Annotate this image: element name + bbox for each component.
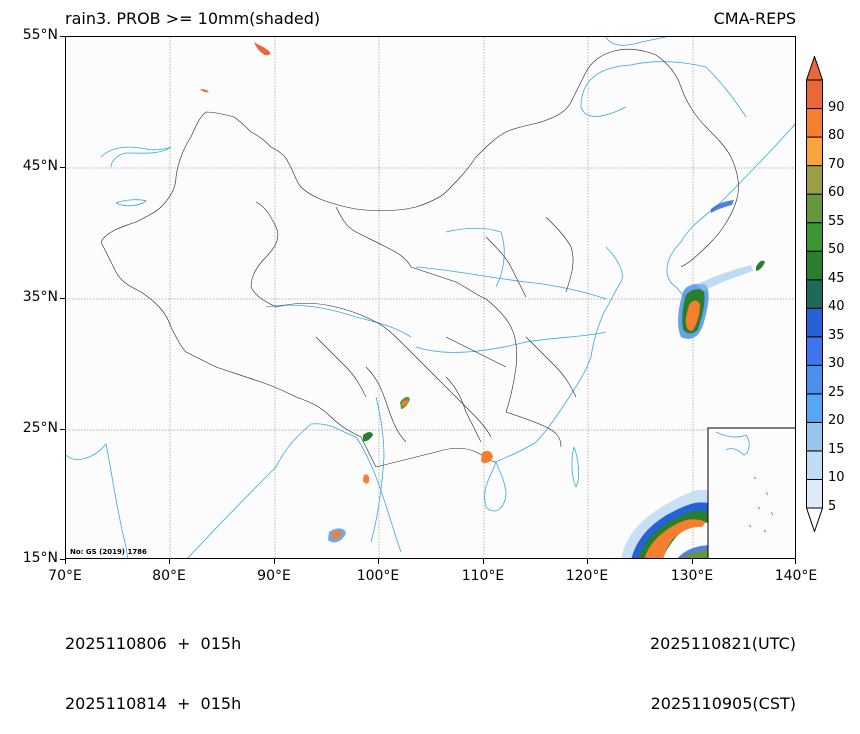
ytick-mark [60, 429, 65, 430]
init-time-block: 2025110806 + 015h 2025110814 + 015h [65, 594, 241, 734]
colorbar-segment [806, 307, 823, 338]
xtick-label-90e: 90°E [257, 568, 291, 584]
colorbar-segment [806, 279, 823, 309]
map-plot-area: No: GS (2019) 1786 [65, 36, 796, 559]
ytick-label-25n: 25°N [22, 420, 58, 436]
xtick-label-120e: 120°E [565, 568, 609, 584]
xtick-label-70e: 70°E [48, 568, 82, 584]
colorbar-segment [806, 250, 823, 281]
colorbar [806, 56, 823, 532]
xtick-label-140e: 140°E [774, 568, 818, 584]
colorbar-label: 10 [828, 470, 845, 486]
chart-title-right: CMA-REPS [713, 9, 796, 28]
xtick-mark [274, 559, 275, 564]
colorbar-label: 25 [828, 384, 845, 400]
init-time-cst: 2025110814 + 015h [65, 694, 242, 713]
colorbar-label: 45 [828, 270, 845, 286]
colorbar-label: 15 [828, 441, 845, 457]
colorbar-segment [806, 79, 823, 110]
map-canvas [66, 37, 795, 558]
valid-time-cst: 2025110905(CST) [650, 694, 796, 713]
colorbar-segment [806, 336, 823, 366]
xtick-mark [483, 559, 484, 564]
coastlines [66, 37, 795, 558]
xtick-mark [65, 559, 66, 564]
colorbar-label: 20 [828, 413, 845, 429]
xtick-label-110e: 110°E [461, 568, 505, 584]
colorbar-segment [806, 193, 823, 224]
borders [100, 48, 739, 468]
init-time-utc: 2025110806 + 015h [65, 634, 242, 653]
colorbar-label: 70 [828, 156, 845, 172]
xtick-mark [795, 559, 796, 564]
colorbar-segment [806, 364, 823, 395]
colorbar-label: 55 [828, 213, 845, 229]
ytick-mark [60, 36, 65, 37]
ytick-label-35n: 35°N [22, 289, 58, 305]
colorbar-label: 90 [828, 99, 845, 115]
colorbar-label: 50 [828, 242, 845, 258]
map-approval-note: No: GS (2019) 1786 [70, 548, 147, 556]
colorbar-label: 40 [828, 299, 845, 315]
colorbar-label: 30 [828, 356, 845, 372]
ytick-label-15n: 15°N [22, 550, 58, 566]
xtick-label-100e: 100°E [356, 568, 400, 584]
xtick-mark [169, 559, 170, 564]
xtick-label-80e: 80°E [152, 568, 186, 584]
chart-title-left: rain3. PROB >= 10mm(shaded) [65, 9, 321, 28]
ytick-mark [60, 559, 65, 560]
colorbar-segment [806, 222, 823, 252]
colorbar-segment [806, 165, 823, 195]
colorbar-segment [806, 136, 823, 167]
xtick-mark [692, 559, 693, 564]
colorbar-segments [806, 79, 823, 509]
ytick-label-45n: 45°N [22, 158, 58, 174]
colorbar-segment [806, 108, 823, 138]
colorbar-segment [806, 478, 823, 509]
xtick-label-130e: 130°E [670, 568, 714, 584]
colorbar-segment [806, 450, 823, 480]
ytick-mark [60, 298, 65, 299]
colorbar-label: 60 [828, 185, 845, 201]
colorbar-extend-max [806, 56, 823, 81]
colorbar-extend-min [806, 507, 823, 532]
colorbar-label: 35 [828, 327, 845, 343]
south-china-sea-inset [707, 427, 795, 558]
xtick-mark [378, 559, 379, 564]
valid-time-block: 2025110821(UTC) 2025110905(CST) [650, 594, 796, 734]
xtick-mark [587, 559, 588, 564]
ytick-label-55n: 55°N [22, 27, 58, 43]
colorbar-label: 80 [828, 128, 845, 144]
colorbar-label: 5 [828, 499, 837, 514]
colorbar-segment [806, 421, 823, 452]
ytick-mark [60, 167, 65, 168]
valid-time-utc: 2025110821(UTC) [650, 634, 796, 653]
gridlines [66, 37, 795, 558]
precip-shading [200, 42, 765, 558]
colorbar-segment [806, 393, 823, 423]
